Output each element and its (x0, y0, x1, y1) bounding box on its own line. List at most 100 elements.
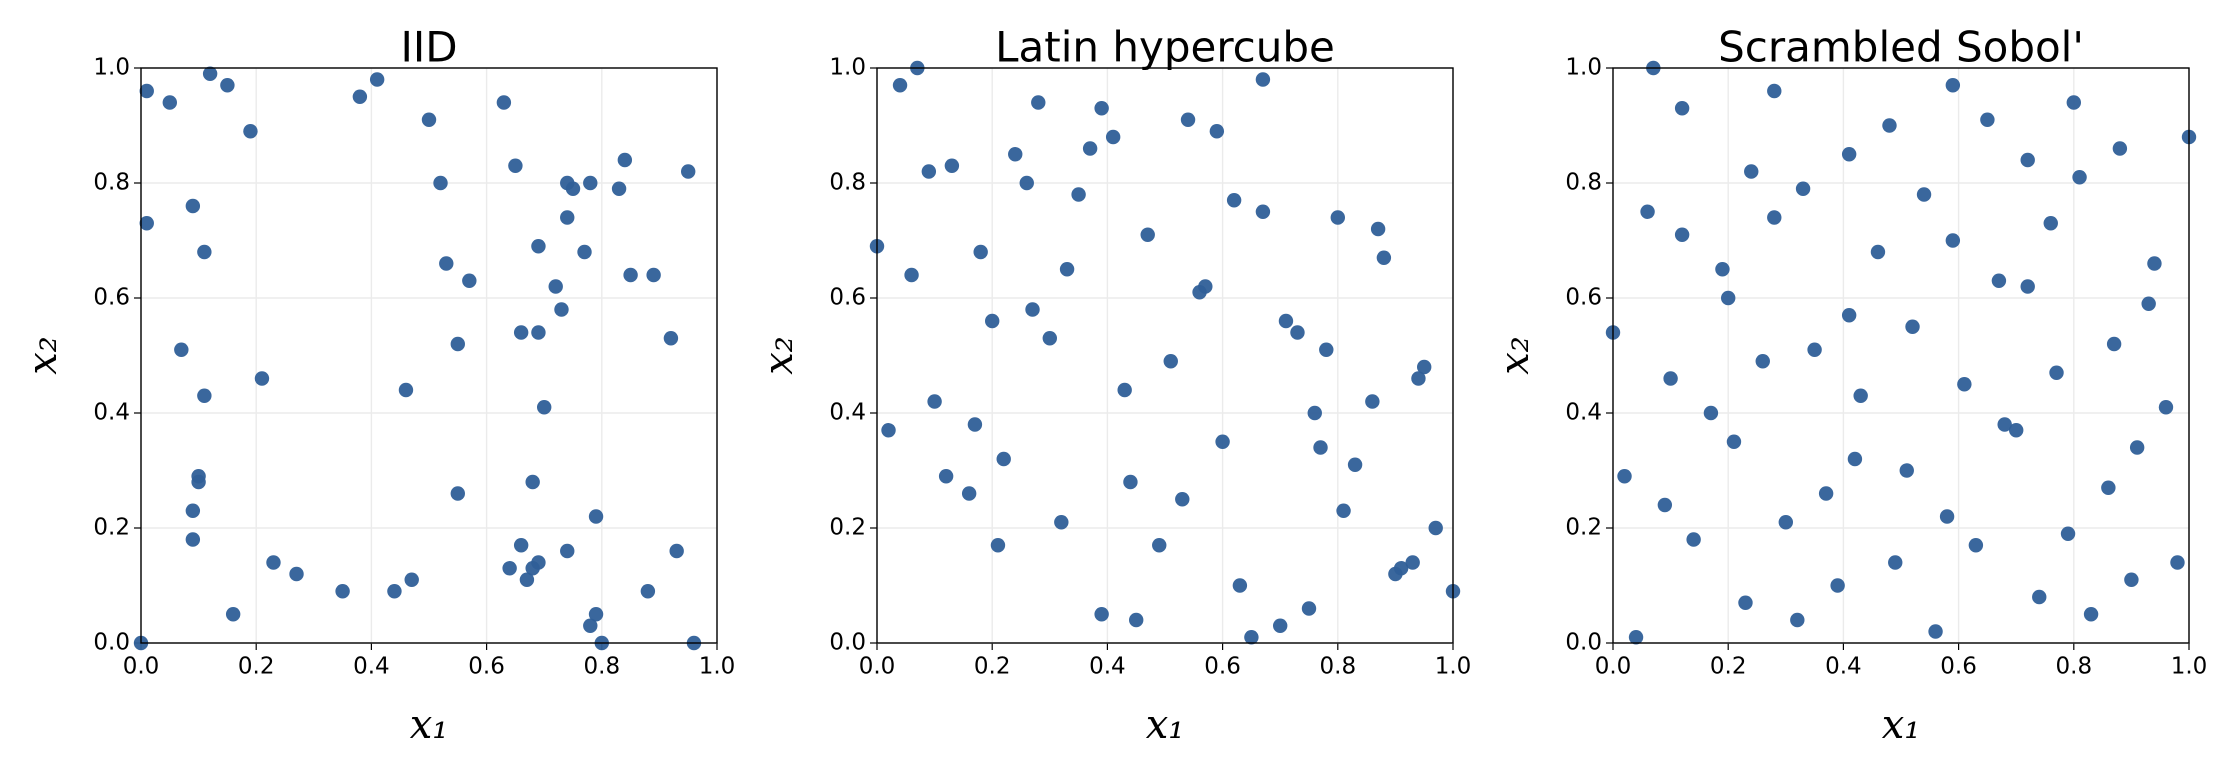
point (623, 267, 638, 283)
point (2101, 480, 2116, 495)
point (185, 198, 201, 214)
point (669, 543, 684, 559)
point (1255, 72, 1271, 87)
point (1330, 210, 1346, 225)
point (1726, 434, 1742, 449)
point (892, 78, 908, 93)
point (2066, 95, 2081, 110)
point (1059, 262, 1075, 277)
point (554, 302, 569, 317)
y-tick-label: 0.2 (829, 515, 866, 541)
point (433, 175, 448, 191)
point (1980, 112, 1995, 127)
point (1807, 342, 1822, 357)
point (525, 474, 540, 490)
point (369, 72, 385, 87)
point (1945, 233, 1961, 248)
point (640, 584, 656, 599)
point (2170, 555, 2185, 570)
x-tick-label: 0.2 (238, 654, 275, 680)
point (1905, 319, 1920, 334)
point (508, 158, 523, 173)
point (1888, 555, 1903, 570)
point (197, 244, 212, 260)
point (1968, 538, 1984, 553)
point (1882, 118, 1897, 133)
point (1215, 434, 1230, 449)
point (254, 371, 270, 386)
point (2124, 572, 2139, 587)
point (967, 417, 983, 432)
point (1307, 405, 1322, 421)
x-axis-label: x₁ (1146, 702, 1185, 748)
point (2072, 170, 2087, 185)
point (1255, 204, 1271, 219)
point (565, 181, 581, 196)
point (663, 331, 679, 346)
point (973, 244, 988, 260)
point (1370, 221, 1386, 237)
x-tick-label: 0.0 (1595, 654, 1632, 680)
point (1411, 371, 1426, 386)
point (1129, 612, 1144, 628)
y-tick-label: 0.0 (93, 630, 130, 656)
point (681, 164, 696, 179)
y-tick-label: 1.0 (829, 55, 866, 81)
point (1152, 538, 1167, 553)
point (1054, 515, 1069, 530)
point (1180, 112, 1196, 127)
point (588, 509, 604, 524)
point (1405, 555, 1420, 570)
point (1715, 262, 1730, 277)
point (387, 584, 402, 599)
point (1226, 193, 1242, 208)
x-tick-label: 1.0 (2171, 654, 2208, 680)
point (1957, 377, 1972, 392)
point (139, 83, 154, 99)
point (191, 474, 206, 490)
point (1428, 520, 1443, 536)
point (439, 256, 454, 271)
point (1290, 325, 1305, 340)
point (1393, 561, 1409, 576)
chart-title: Scrambled Sobol' (1718, 23, 2084, 72)
point (513, 538, 529, 553)
point (1778, 515, 1794, 530)
y-tick-label: 0.4 (1565, 400, 1602, 426)
point (1663, 371, 1678, 386)
x-tick-label: 1.0 (1435, 654, 1472, 680)
point (1319, 342, 1334, 357)
x-tick-label: 0.4 (1825, 654, 1862, 680)
point (1767, 210, 1782, 225)
point (1347, 457, 1363, 472)
y-tick-label: 0.4 (829, 400, 866, 426)
point (1657, 497, 1673, 513)
y-tick-label: 0.4 (93, 400, 130, 426)
point (2129, 440, 2145, 455)
point (2147, 256, 2162, 271)
x-axis-label: x₁ (410, 702, 449, 748)
point (1617, 469, 1632, 484)
point (1818, 486, 1834, 501)
point (185, 532, 201, 547)
x-tick-label: 0.8 (584, 654, 621, 680)
point (2106, 336, 2122, 352)
point (1244, 630, 1259, 645)
x-tick-label: 0.6 (468, 654, 505, 680)
point (1042, 331, 1058, 346)
y-tick-label: 0.8 (829, 170, 866, 196)
y-tick-label: 1.0 (93, 55, 130, 81)
point (583, 175, 598, 191)
x-tick-label: 0.4 (1089, 654, 1126, 680)
point (1928, 624, 1943, 639)
point (1853, 388, 1868, 403)
point (1140, 227, 1155, 242)
point (1755, 354, 1770, 369)
y-tick-label: 0.0 (1565, 630, 1602, 656)
y-tick-label: 0.2 (93, 515, 130, 541)
point (583, 618, 598, 633)
point (1031, 95, 1046, 110)
point (197, 388, 212, 403)
point (352, 89, 368, 104)
x-tick-label: 0.8 (1320, 654, 1357, 680)
